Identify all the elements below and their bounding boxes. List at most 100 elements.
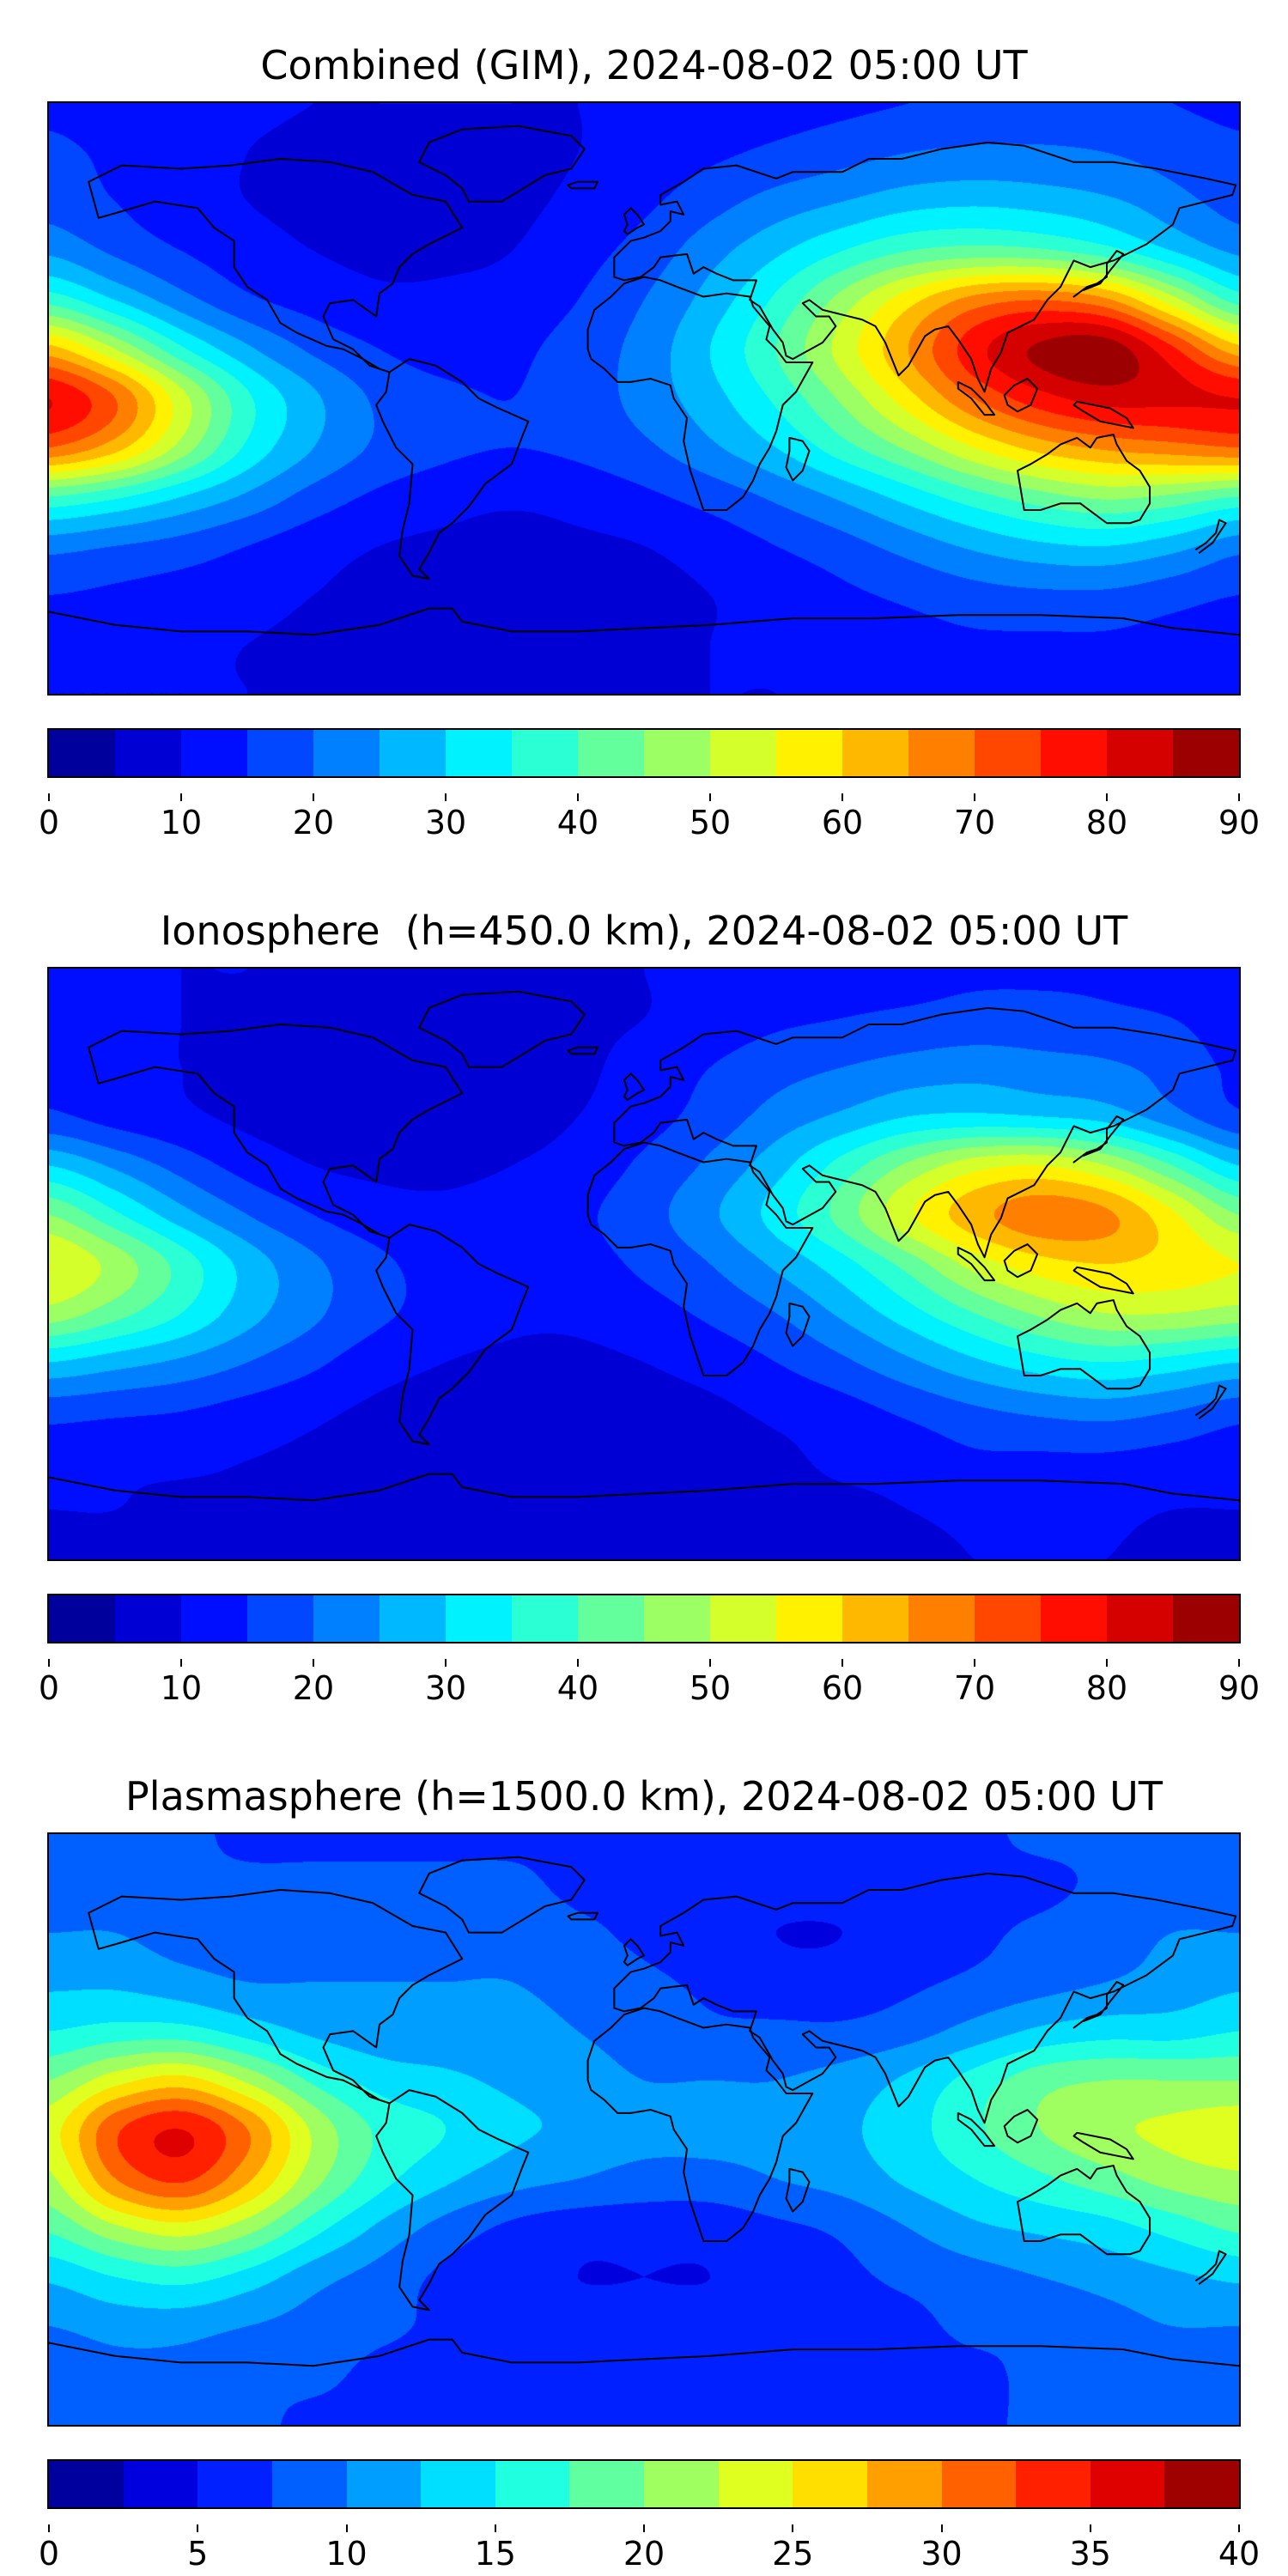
coastline-africa: [588, 1143, 813, 1376]
colorbar-segment: [1107, 1595, 1173, 1642]
colorbar-tick-label: 30: [920, 2535, 963, 2573]
colorbar-2: [47, 2459, 1241, 2509]
colorbar-tick-label: 90: [1218, 804, 1261, 841]
coastline-africa: [588, 277, 813, 510]
panel-title-ionosphere: Ionosphere (h=450.0 km), 2024-08-02 05:0…: [160, 908, 1128, 954]
colorbar-tick-mark: [345, 2524, 348, 2532]
colorbar-tick-mark: [494, 2524, 496, 2532]
colorbar-segment: [123, 2461, 198, 2507]
colorbar-tick-mark: [312, 793, 314, 801]
colorbar-segment: [181, 730, 247, 776]
coastline-greenland: [419, 992, 585, 1067]
colorbar-ticks-0: 0 10 20 30 40 50 60 70 80 90: [39, 793, 1260, 841]
colorbar-segment: [866, 2461, 942, 2507]
coastlines-overlay: [49, 103, 1239, 694]
colorbar-tick-mark: [179, 793, 182, 801]
colorbar-segment: [710, 1595, 776, 1642]
colorbar-tick-label: 20: [292, 1669, 335, 1707]
colorbar-tick-mark: [709, 1659, 711, 1667]
colorbar-tick-label: 15: [474, 2535, 516, 2573]
colorbar-segment: [975, 1595, 1041, 1642]
coastline-new-guinea: [1074, 2133, 1133, 2160]
colorbar-tick-label: 0: [38, 804, 60, 841]
coastline-south-america: [376, 1224, 528, 1444]
colorbar-segment: [115, 1595, 181, 1642]
colorbar-segment: [380, 730, 446, 776]
coastline-eurasia: [614, 143, 1236, 392]
colorbar-segment: [578, 1595, 644, 1642]
colorbar-segment: [842, 730, 908, 776]
colorbar-tick-label: 80: [1085, 804, 1128, 841]
colorbar-segment: [710, 730, 776, 776]
coastline-britain: [624, 1939, 644, 1965]
colorbar-segment: [181, 1595, 247, 1642]
colorbar-segment: [446, 1595, 512, 1642]
colorbar-segment: [1164, 2461, 1239, 2507]
colorbar-tick-label: 20: [292, 804, 335, 841]
colorbar-tick-mark: [974, 1659, 975, 1667]
colorbar-segment: [644, 1595, 710, 1642]
coastline-sumatra: [958, 2113, 994, 2146]
coastline-australia: [1018, 434, 1150, 523]
colorbar-segment: [1090, 2461, 1165, 2507]
coastline-australia: [1018, 2166, 1150, 2254]
panel-title-combined: Combined (GIM), 2024-08-02 05:00 UT: [260, 42, 1028, 88]
colorbar-tick-label: 5: [187, 2535, 209, 2573]
map-ionosphere: [47, 967, 1241, 1561]
coastlines-overlay: [49, 1834, 1239, 2425]
colorbar-tick-label: 60: [821, 804, 864, 841]
colorbar-segment: [941, 2461, 1017, 2507]
colorbar-tick-mark: [792, 2524, 794, 2532]
colorbar-segment: [247, 1595, 313, 1642]
colorbar-0: [47, 728, 1241, 778]
coastline-borneo: [1005, 379, 1038, 411]
coastline-sumatra: [958, 382, 994, 415]
colorbar-segment: [421, 2461, 495, 2507]
colorbar-segment: [569, 2461, 644, 2507]
colorbar-segment: [495, 2461, 570, 2507]
colorbar-tick-label: 0: [38, 1669, 60, 1707]
coastline-greenland: [419, 1857, 585, 1933]
map-canvas-1: [49, 969, 1239, 1559]
colorbar-tick-label: 10: [325, 2535, 368, 2573]
colorbar-tick-mark: [709, 793, 711, 801]
coastline-north-america: [88, 159, 462, 372]
colorbar-1: [47, 1594, 1241, 1643]
panel-plasmasphere: Plasmasphere (h=1500.0 km), 2024-08-02 0…: [0, 1774, 1288, 2573]
map-plasmasphere: [47, 1832, 1241, 2427]
colorbar-tick-label: 0: [38, 2535, 60, 2573]
colorbar-segment: [115, 730, 181, 776]
colorbar-tick-label: 90: [1218, 1669, 1261, 1707]
colorbar-tick-mark: [312, 1659, 314, 1667]
coastline-eurasia: [614, 1874, 1236, 2123]
colorbar-segment: [908, 730, 975, 776]
panel-combined-gim: Combined (GIM), 2024-08-02 05:00 UT 0 10 2…: [0, 43, 1288, 841]
colorbar-tick-mark: [1105, 793, 1108, 801]
coastline-japan: [1074, 1982, 1124, 2028]
colorbar-segment: [908, 1595, 975, 1642]
coastline-britain: [624, 208, 644, 234]
colorbar-tick-mark: [1238, 1659, 1240, 1667]
coastline-new-zealand: [1196, 1385, 1226, 1418]
coastlines-overlay: [49, 969, 1239, 1559]
colorbar-segment: [1107, 730, 1173, 776]
colorbar-tick-mark: [1238, 793, 1240, 801]
coastline-new-guinea: [1074, 402, 1133, 428]
coastline-borneo: [1005, 1244, 1038, 1277]
colorbar-tick-mark: [576, 793, 579, 801]
colorbar-segment: [247, 730, 313, 776]
colorbar-segment: [644, 730, 710, 776]
colorbar-tick-label: 10: [160, 1669, 203, 1707]
coastline-iceland: [568, 1913, 598, 1920]
colorbar-tick-mark: [48, 2524, 50, 2532]
colorbar-segment: [793, 2461, 867, 2507]
colorbar-tick-mark: [940, 2524, 943, 2532]
colorbar-segment: [776, 730, 842, 776]
coastline-britain: [624, 1073, 644, 1100]
colorbar-tick-label: 80: [1085, 1669, 1128, 1707]
colorbar-segment: [313, 730, 380, 776]
colorbar-segment: [975, 730, 1041, 776]
colorbar-tick-label: 10: [160, 804, 203, 841]
colorbar-segment: [578, 730, 644, 776]
